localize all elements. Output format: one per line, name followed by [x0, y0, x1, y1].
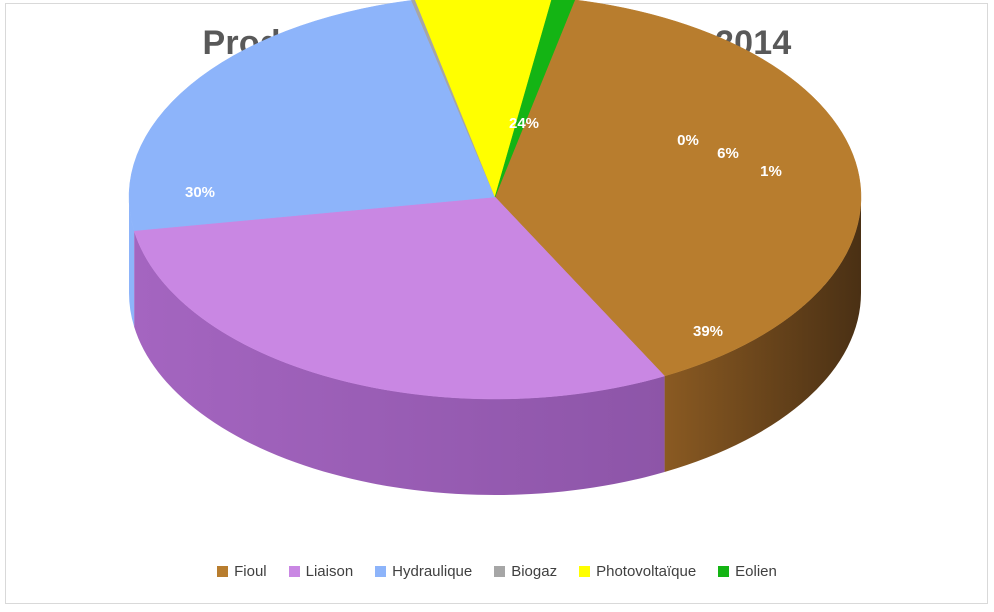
legend-label: Hydraulique: [392, 562, 473, 580]
data-label-photovoltaïque: 6%: [717, 145, 739, 162]
legend-item-liaison: Liaison: [288, 562, 354, 580]
pie-slice-photovoltaïque: [414, 0, 552, 198]
legend-swatch: [718, 565, 730, 577]
pie-side-liaison: [134, 230, 665, 495]
data-label-fioul: 39%: [693, 323, 723, 340]
legend-item-biogaz: Biogaz: [494, 563, 557, 580]
legend-swatch: [494, 565, 506, 577]
legend-item-eolien: Eolien: [718, 563, 777, 580]
pie-slice-hydraulique: [128, 0, 496, 231]
legend-item-photovoltaïque: Photovoltaïque: [579, 563, 696, 580]
pie-slice-fioul: [494, 0, 862, 377]
legend-label: Eolien: [735, 562, 777, 580]
data-label-liaison: 30%: [185, 184, 215, 201]
legend-label: Fioul: [234, 562, 267, 580]
legend-label: Liaison: [305, 562, 354, 580]
pie-side-hydraulique: [129, 197, 135, 327]
pie-side-fioul: [664, 197, 861, 473]
legend: Fioul Liaison Hydraulique Biogaz Photovoltaï…: [0, 560, 994, 582]
legend-swatch: [375, 565, 387, 577]
legend-swatch: [288, 565, 300, 577]
pie-slice-eolien: [494, 0, 576, 198]
legend-label: Photovoltaïque: [596, 562, 697, 580]
legend-label: Biogaz: [511, 562, 558, 580]
pie-slice-liaison: [133, 196, 666, 400]
legend-item-hydraulique: Hydraulique: [375, 563, 472, 580]
pie-slice-biogaz: [411, 0, 496, 198]
data-label-biogaz: 0%: [677, 132, 699, 149]
legend-swatch: [217, 565, 229, 577]
data-label-hydraulique: 24%: [509, 115, 539, 132]
legend-item-fioul: Fioul: [217, 563, 267, 580]
data-label-eolien: 1%: [760, 163, 782, 180]
legend-swatch: [579, 565, 591, 577]
